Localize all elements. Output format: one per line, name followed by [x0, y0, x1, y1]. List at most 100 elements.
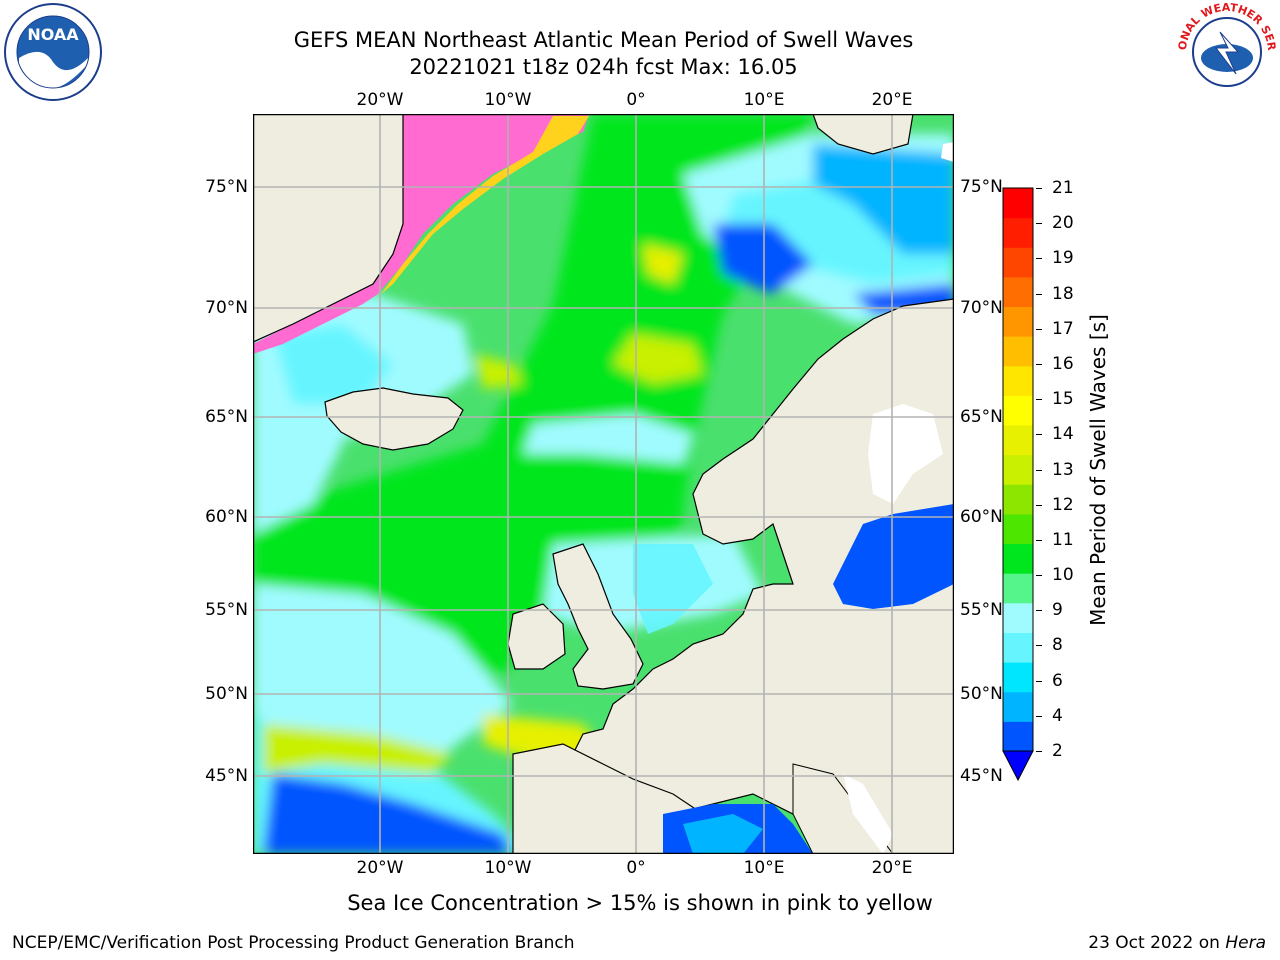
colorbar-segment	[1003, 336, 1033, 367]
colorbar-tick-label: 9	[1052, 600, 1063, 621]
colorbar-tick-label: 12	[1052, 494, 1074, 515]
lon-label-top-10w: 10°W	[484, 90, 532, 110]
colorbar	[1002, 187, 1034, 782]
colorbar-segment	[1003, 365, 1033, 396]
lon-label-top-0: 0°	[626, 90, 646, 110]
colorbar-tick-label: 8	[1052, 635, 1063, 656]
land-great-britain	[552, 543, 644, 690]
colorbar-segment	[1003, 632, 1033, 663]
lat-label-left-50n: 50°N	[205, 684, 248, 704]
colorbar-segment	[1003, 602, 1033, 633]
colorbar-tick-mark	[1036, 715, 1042, 717]
credit-date-text: 23 Oct 2022 on	[1088, 933, 1226, 953]
baltic-north	[868, 404, 943, 504]
colorbar-segment	[1003, 306, 1033, 337]
colorbar-tick-mark	[1036, 751, 1042, 752]
colorbar-tick-label: 20	[1052, 213, 1074, 234]
colorbar-tick-label: 11	[1052, 529, 1074, 550]
colorbar-segment	[1003, 721, 1033, 752]
lat-label-right-50n: 50°N	[960, 684, 1003, 704]
lon-label-top-20w: 20°W	[356, 90, 404, 110]
colorbar-tick-mark	[1036, 188, 1042, 189]
lat-label-right-45n: 45°N	[960, 766, 1003, 786]
colorbar-tick-mark	[1036, 258, 1042, 260]
colorbar-tick-label: 6	[1052, 670, 1063, 691]
colorbar-tick-label: 18	[1052, 283, 1074, 304]
colorbar-segment	[1003, 395, 1033, 426]
colorbar-tick-mark	[1036, 223, 1042, 225]
colorbar-segment	[1003, 217, 1033, 248]
land-europe	[572, 298, 954, 854]
noaa-logo-text: NOAA	[27, 25, 79, 44]
colorbar-tick-mark	[1036, 328, 1042, 330]
colorbar-title: Mean Period of Swell Waves [s]	[1086, 314, 1110, 626]
colorbar-tick-label: 10	[1052, 565, 1074, 586]
lon-label-bottom-10e: 10°E	[743, 858, 785, 878]
colorbar-tick-label: 4	[1052, 705, 1063, 726]
colorbar-segments	[1003, 188, 1033, 752]
colorbar-segment	[1003, 543, 1033, 574]
colorbar-tick-mark	[1036, 680, 1042, 682]
land-svalbard	[812, 114, 914, 155]
colorbar-tick-label: 16	[1052, 353, 1074, 374]
lat-label-left-55n: 55°N	[205, 600, 248, 620]
colorbar-segment	[1003, 188, 1033, 219]
lon-label-bottom-20w: 20°W	[356, 858, 404, 878]
colorbar-tick-mark	[1036, 434, 1042, 436]
colorbar-tick-mark	[1036, 293, 1042, 295]
colorbar-tick-mark	[1036, 399, 1042, 401]
colorbar-segment	[1003, 247, 1033, 278]
colorbar-tick-label: 19	[1052, 248, 1074, 269]
colorbar-segment	[1003, 513, 1033, 545]
colorbar-segment	[1003, 276, 1033, 308]
lon-label-bottom-20e: 20°E	[871, 858, 913, 878]
lat-label-right-75n: 75°N	[960, 177, 1003, 197]
colorbar-segment	[1003, 573, 1033, 604]
map-panel	[253, 114, 954, 854]
noaa-logo: NOAA	[4, 3, 102, 101]
colorbar-tick-mark	[1036, 575, 1042, 577]
lat-label-right-60n: 60°N	[960, 507, 1003, 527]
lat-label-right-70n: 70°N	[960, 298, 1003, 318]
chart-title: GEFS MEAN Northeast Atlantic Mean Period…	[293, 28, 914, 52]
lat-label-left-70n: 70°N	[205, 298, 248, 318]
colorbar-tick-label: 21	[1052, 178, 1074, 198]
colorbar-tick-mark	[1036, 469, 1042, 471]
nws-logo: NATIONAL WEATHER SERVICE	[1176, 2, 1278, 100]
colorbar-tick-mark	[1036, 610, 1042, 612]
colorbar-segment	[1003, 425, 1033, 456]
lon-label-top-20e: 20°E	[871, 90, 913, 110]
swell-field	[253, 114, 954, 854]
baltic-sea	[833, 504, 954, 609]
colorbar-segment	[1003, 484, 1033, 515]
colorbar-tick-label: 14	[1052, 424, 1074, 445]
land-greenland	[253, 114, 404, 343]
lat-label-right-55n: 55°N	[960, 600, 1003, 620]
colorbar-segment	[1003, 454, 1033, 485]
land-iceland	[324, 387, 464, 451]
colorbar-tick-label: 17	[1052, 318, 1074, 339]
lat-label-left-65n: 65°N	[205, 407, 248, 427]
lat-label-right-65n: 65°N	[960, 407, 1003, 427]
lon-label-top-10e: 10°E	[743, 90, 785, 110]
chart-subtitle: 20221021 t18z 024h fcst Max: 16.05	[409, 55, 798, 79]
colorbar-extend-arrow	[1002, 750, 1034, 782]
lat-label-left-75n: 75°N	[205, 177, 248, 197]
lon-label-bottom-10w: 10°W	[484, 858, 532, 878]
colorbar-tick-mark	[1036, 645, 1042, 647]
map-frame	[253, 114, 954, 854]
sea-ice-footnote: Sea Ice Concentration > 15% is shown in …	[347, 891, 933, 915]
colorbar-tick-label: 15	[1052, 389, 1074, 410]
lat-label-left-60n: 60°N	[205, 507, 248, 527]
colorbar-tick-mark	[1036, 363, 1042, 365]
land-ireland	[507, 603, 566, 670]
colorbar-tick-mark	[1036, 504, 1042, 506]
credit-date: 23 Oct 2022 on Hera	[1088, 933, 1266, 953]
lon-label-bottom-0: 0°	[626, 858, 646, 878]
colorbar-tick-label: 2	[1052, 741, 1063, 761]
colorbar-frame	[1002, 187, 1034, 752]
credit-branch: NCEP/EMC/Verification Post Processing Pr…	[12, 933, 575, 953]
colorbar-segment	[1003, 662, 1033, 693]
colorbar-segment	[1003, 691, 1033, 722]
sea-ice-greenland	[253, 114, 589, 354]
